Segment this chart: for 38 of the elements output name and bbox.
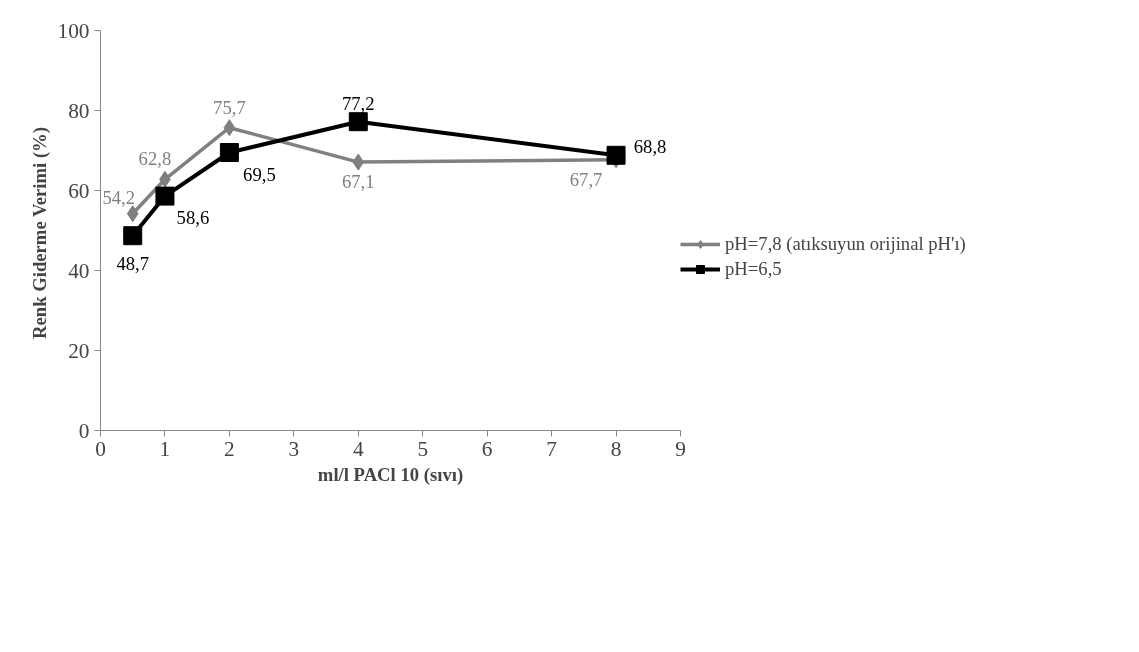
data-label: 68,8 <box>633 136 667 158</box>
point <box>352 153 365 171</box>
point <box>155 186 175 206</box>
x-tick-label: 1 <box>159 436 171 461</box>
point <box>348 112 368 132</box>
y-tick-label: 60 <box>68 178 90 203</box>
y-tick-label: 80 <box>68 98 90 123</box>
x-tick-label: 9 <box>675 436 686 461</box>
data-label: 69,5 <box>243 163 276 185</box>
point <box>126 205 139 223</box>
data-label: 67,7 <box>569 168 603 190</box>
y-axis-title: Renk Giderme Verimi (%) <box>28 127 51 339</box>
y-tick-label: 40 <box>68 258 90 283</box>
x-tick-label: 7 <box>546 436 558 461</box>
x-tick-label: 0 <box>95 436 106 461</box>
x-tick-label: 3 <box>288 436 300 461</box>
data-label: 62,8 <box>138 148 172 170</box>
y-tick-label: 100 <box>57 18 90 43</box>
y-tick-label: 20 <box>68 338 90 363</box>
data-label: 54,2 <box>102 186 136 208</box>
x-tick-label: 6 <box>481 436 493 461</box>
x-tick-label: 4 <box>352 436 364 461</box>
data-label: 58,6 <box>176 207 210 229</box>
legend-label: pH=6,5 <box>725 258 782 280</box>
x-tick-label: 2 <box>224 436 235 461</box>
point <box>223 119 236 137</box>
x-tick-label: 8 <box>610 436 622 461</box>
y-tick-label: 0 <box>78 418 90 443</box>
point <box>123 226 143 246</box>
data-label: 48,7 <box>116 252 150 274</box>
data-label: 77,2 <box>341 92 375 114</box>
point <box>606 145 626 165</box>
data-label: 75,7 <box>213 96 246 118</box>
x-tick-label: 5 <box>417 436 429 461</box>
legend-label: pH=7,8 (atıksuyun orijinal pH'ı) <box>725 233 966 255</box>
point <box>219 143 239 162</box>
x-axis-title: ml/l PACl 10 (sıvı) <box>317 463 464 486</box>
data-label: 67,1 <box>341 171 375 193</box>
